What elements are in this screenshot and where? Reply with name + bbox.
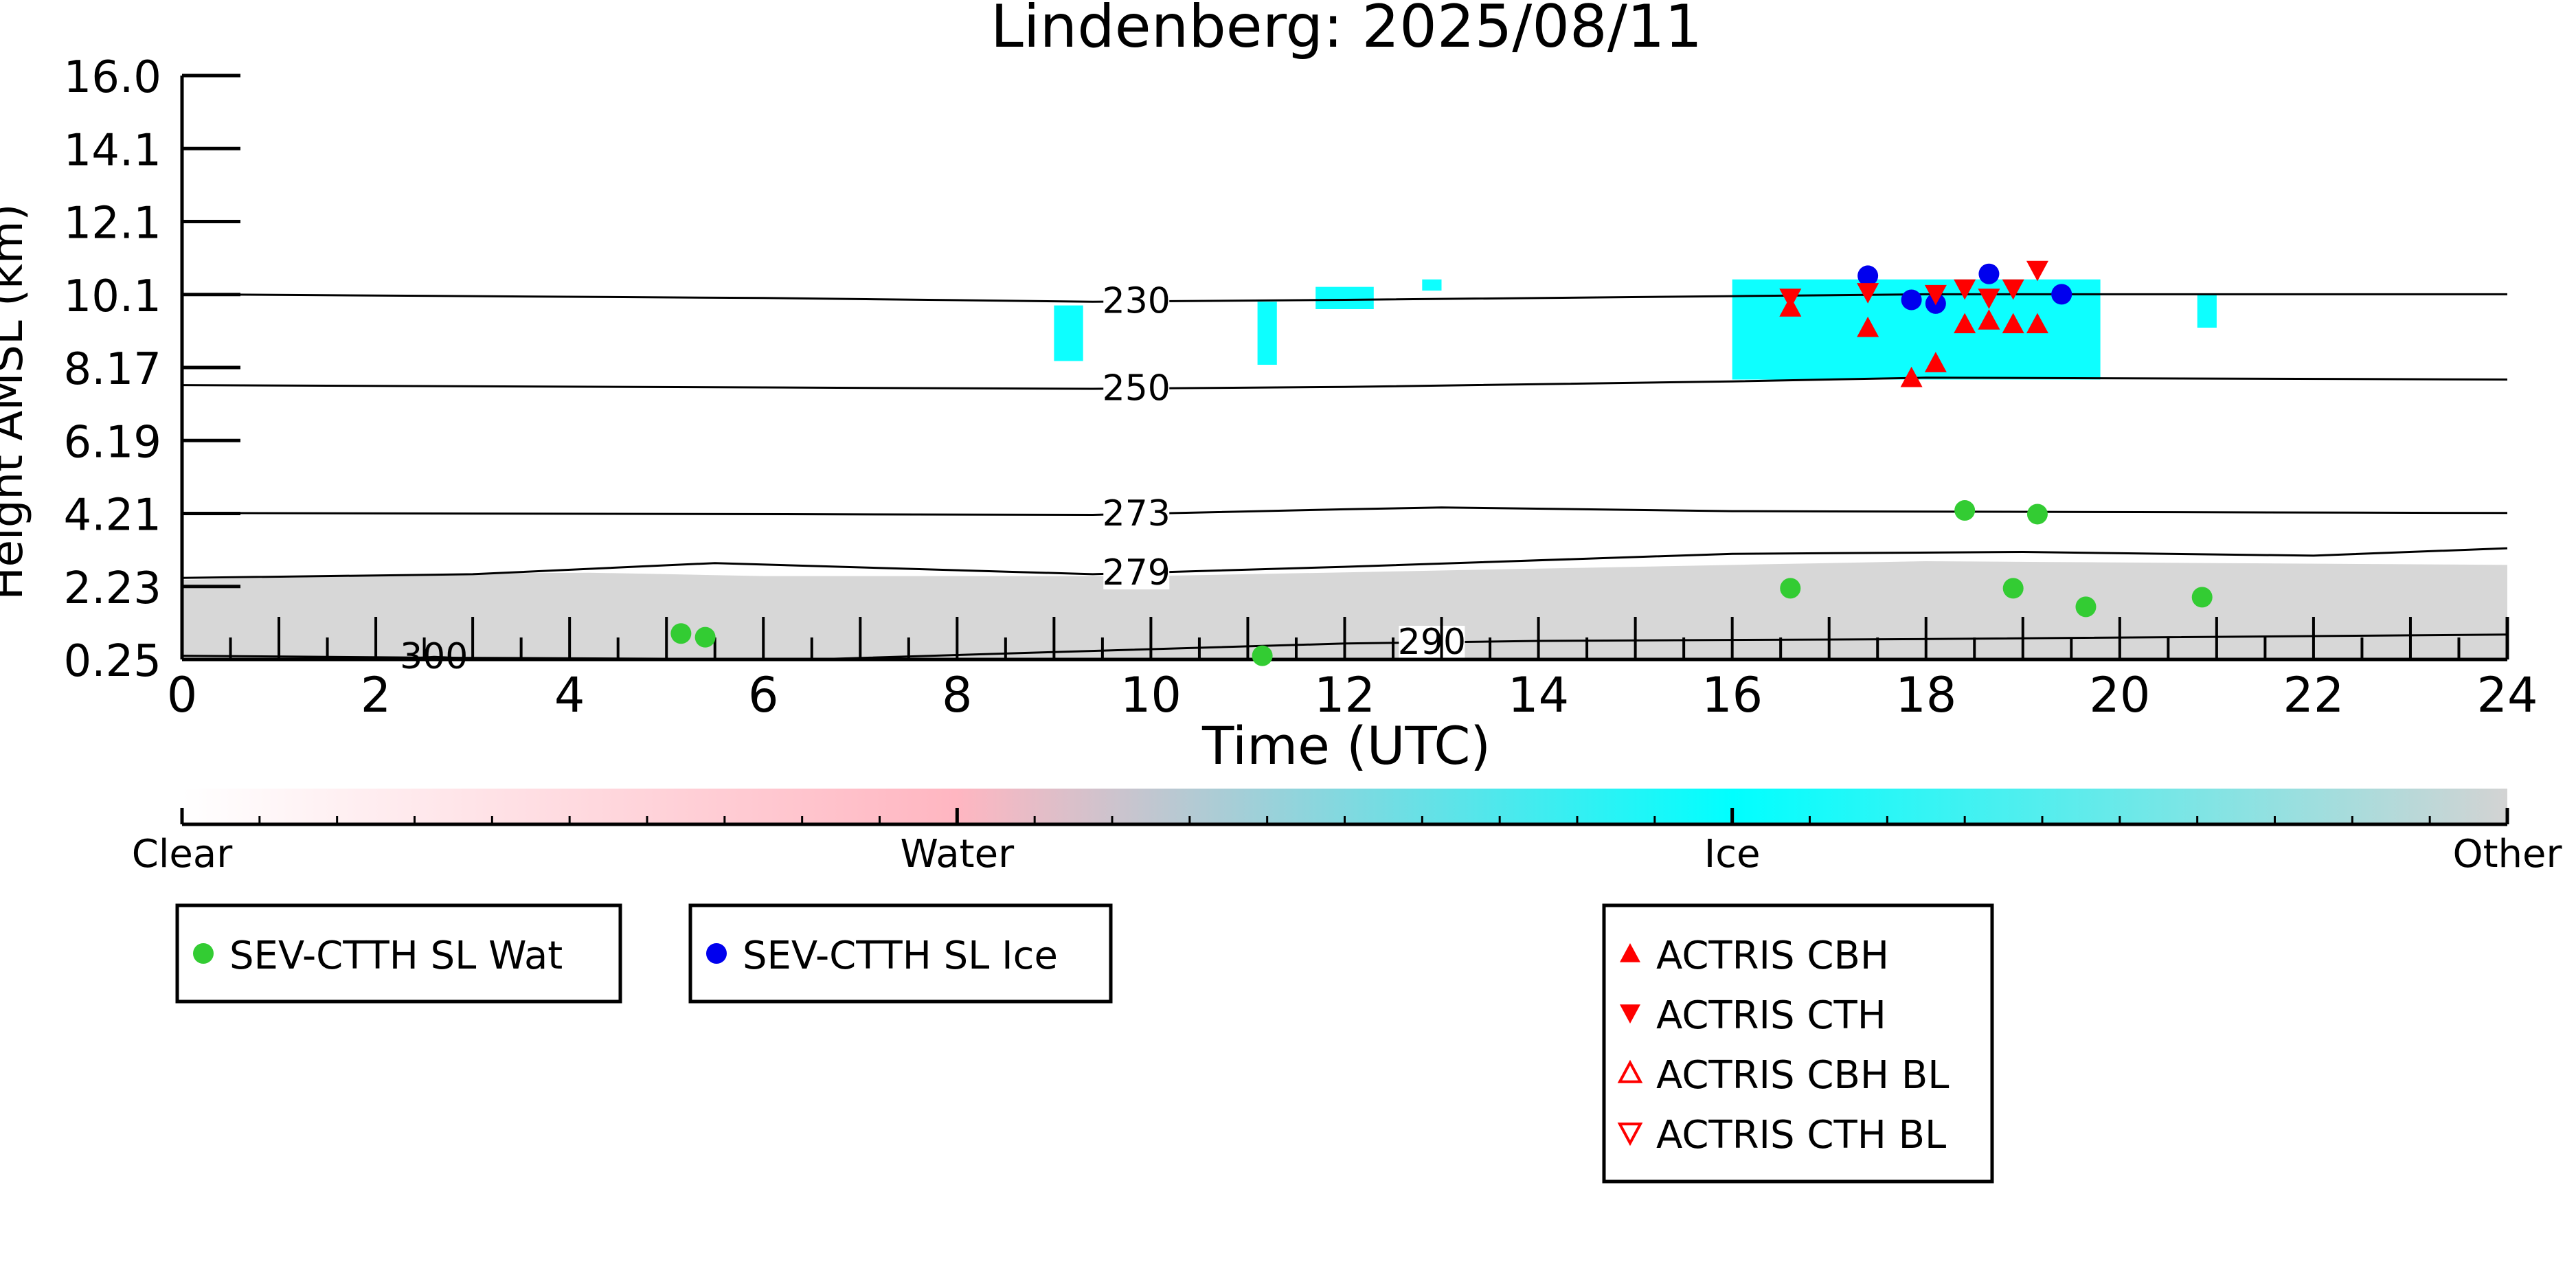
isotherm-label: 273 — [1103, 493, 1171, 534]
marker-actris-cth — [2026, 260, 2048, 282]
cloud-region-ice — [1422, 279, 1442, 291]
cloud-mask — [182, 279, 2507, 659]
marker-actris-cbh — [2002, 313, 2024, 334]
marker-actris-cth — [1779, 289, 1802, 309]
legend-box — [688, 903, 1113, 1004]
marker-sev-ctth-sl-ice — [1901, 289, 1922, 310]
x-tick-label: 18 — [1895, 667, 1956, 723]
isotherm-line — [181, 376, 2508, 390]
marker-actris-cbh — [1857, 316, 1879, 337]
isotherm-label: 290 — [1398, 622, 1466, 663]
x-tick-label: 12 — [1314, 667, 1375, 723]
legend-label: SEV-CTTH SL Ice — [743, 934, 1058, 978]
x-tick-label: 8 — [942, 667, 973, 723]
legend-marker — [706, 943, 727, 964]
colorbar-label: Ice — [1704, 832, 1761, 877]
x-tick-label: 10 — [1120, 667, 1182, 723]
y-tick-label: 12.1 — [64, 199, 162, 249]
marker-sev-ctth-sl-wat — [1780, 578, 1801, 599]
cloud-region-ice — [2197, 294, 2217, 328]
x-tick-label: 22 — [2283, 667, 2344, 723]
isotherm-label-bg — [1103, 372, 1170, 405]
isotherm-label: 250 — [1103, 368, 1171, 409]
cloud-region-ice — [1054, 305, 1083, 361]
isotherm-line — [181, 506, 2508, 517]
cloud-region-ice — [1257, 302, 1277, 365]
x-tick-label: 16 — [1702, 667, 1763, 723]
chart-title: Lindenberg: 2025/08/11 — [991, 0, 1702, 61]
marker-sev-ctth-sl-ice — [1978, 263, 2000, 284]
marker-actris-cbh — [1924, 352, 1947, 372]
isotherm-label: 279 — [1103, 552, 1171, 594]
colorbar-label: Clear — [132, 832, 233, 877]
isotherm-line — [181, 547, 2508, 579]
x-tick-label: 2 — [361, 667, 392, 723]
isotherm-label: 230 — [1103, 281, 1171, 322]
legend-marker — [193, 943, 214, 964]
y-tick-label: 6.19 — [64, 417, 162, 468]
marker-actris-cth — [1978, 289, 2000, 309]
x-tick-label: 0 — [167, 667, 198, 723]
marker-sev-ctth-sl-wat — [2191, 587, 2213, 608]
marker-sev-ctth-sl-wat — [2002, 578, 2024, 599]
legend-label: ACTRIS CTH BL — [1656, 1113, 1946, 1157]
isotherm-label-bg — [1399, 626, 1465, 659]
marker-sev-ctth-sl-ice — [2051, 284, 2072, 305]
x-axis-label: Time (UTC) — [1201, 715, 1491, 776]
y-tick-label: 10.1 — [64, 271, 162, 322]
y-tick-label: 0.25 — [64, 636, 162, 687]
marker-actris-cth — [1954, 279, 1976, 300]
cloud-region-ice — [1315, 286, 1374, 309]
y-tick-label: 16.0 — [64, 52, 162, 103]
isotherm-label-bg — [1103, 284, 1170, 318]
colorbar-label: Water — [901, 832, 1015, 877]
colorbar-axis: Clear Water Ice Other — [132, 808, 2562, 877]
y-tick-label: 4.21 — [64, 490, 162, 541]
marker-sev-ctth-sl-ice — [1857, 265, 1879, 286]
y-tick-label: 8.17 — [64, 344, 162, 395]
marker-sev-ctth-sl-wat — [1252, 645, 1273, 666]
legend-box — [175, 903, 622, 1004]
marker-actris-cbh — [1978, 309, 2000, 330]
legend-box — [1602, 903, 1994, 1184]
x-tick-label: 20 — [2089, 667, 2150, 723]
isotherm-line — [181, 293, 2507, 303]
x-tick-label: 14 — [1508, 667, 1569, 723]
marker-actris-cth — [2002, 279, 2024, 300]
y-tick-label: 14.1 — [64, 125, 162, 176]
marker-sev-ctth-sl-wat — [2026, 504, 2048, 525]
isotherm-label-bg — [1103, 497, 1170, 531]
legend-marker — [1620, 943, 1640, 962]
y-axis-label: Height AMSL (km) — [0, 204, 33, 600]
legend-marker — [1620, 1004, 1640, 1024]
legends: SEV-CTTH SL Wat SEV-CTTH SL Ice ACTRIS CBH… — [175, 903, 1994, 1184]
y-tick-label: 2.23 — [64, 563, 162, 614]
isotherm-label: 300 — [400, 636, 468, 677]
marker-actris-cbh — [1900, 366, 1923, 387]
marker-sev-ctth-sl-wat — [1954, 500, 1976, 521]
cloud-region-ice — [1732, 279, 2101, 380]
x-tick-label: 4 — [554, 667, 585, 723]
legend-label: ACTRIS CBH — [1656, 934, 1889, 978]
isotherm-label-bg — [1103, 556, 1170, 590]
x-tick-label: 6 — [748, 667, 779, 723]
colorbar-label: Other — [2452, 832, 2562, 877]
legend-marker — [1617, 1059, 1643, 1083]
marker-actris-cth — [1924, 284, 1947, 306]
marker-actris-cbh — [1954, 313, 1976, 334]
marker-sev-ctth-sl-wat — [670, 623, 692, 644]
legend-label: ACTRIS CBH BL — [1656, 1053, 1949, 1098]
legend-marker — [1617, 1122, 1643, 1146]
marker-sev-ctth-sl-wat — [694, 626, 716, 648]
legend-label: SEV-CTTH SL Wat — [229, 934, 563, 978]
marker-actris-cbh — [2026, 313, 2048, 334]
markers — [670, 260, 2213, 666]
isotherms: 230 250 273 279 290 300 — [181, 281, 2508, 677]
x-tick-label: 24 — [2476, 667, 2538, 723]
marker-actris-cth — [1857, 283, 1879, 304]
marker-sev-ctth-sl-wat — [2075, 596, 2097, 618]
legend-label: ACTRIS CTH — [1656, 993, 1886, 1038]
